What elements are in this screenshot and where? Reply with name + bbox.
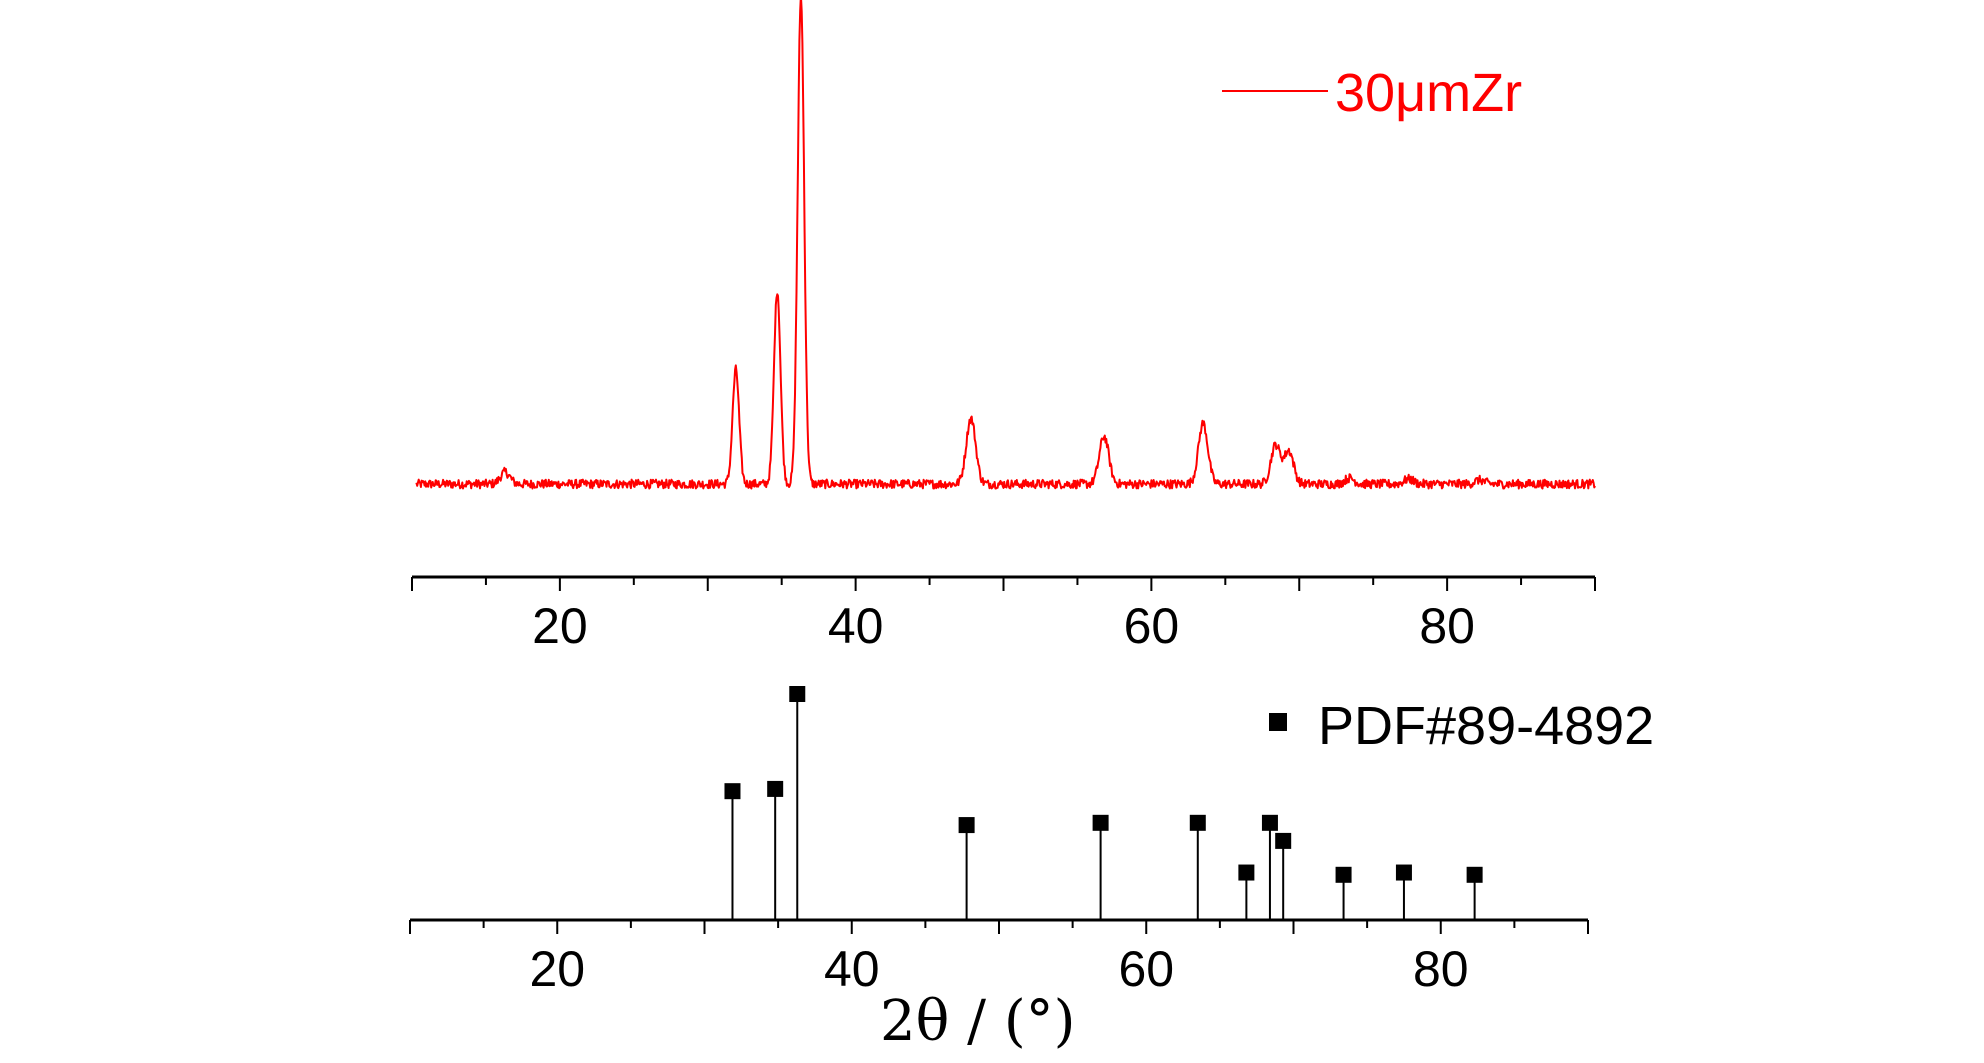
x-axis-label: 2θ / (°) xyxy=(880,989,1076,1054)
legend-label-30umzr: 30μmZr xyxy=(1335,63,1522,123)
reference-marker xyxy=(1275,832,1292,849)
top-x-ticks xyxy=(411,575,1596,591)
reference-marker xyxy=(1189,814,1206,831)
reference-stems xyxy=(724,686,1483,920)
x-tick-label: 40 xyxy=(828,598,884,654)
reference-marker xyxy=(724,783,741,800)
bottom-x-ticks xyxy=(409,918,1589,934)
series-line-30umzr xyxy=(415,0,1596,490)
reference-marker xyxy=(1466,866,1483,883)
reference-marker xyxy=(789,686,806,702)
x-tick-label: 20 xyxy=(529,941,585,997)
legend-top: 30μmZr xyxy=(1222,63,1522,123)
x-tick-label: 60 xyxy=(1118,941,1174,997)
x-tick-label: 60 xyxy=(1124,598,1180,654)
bottom-x-tick-labels: 20 40 60 80 xyxy=(529,941,1468,997)
reference-marker xyxy=(1238,864,1255,881)
x-tick-label: 20 xyxy=(532,598,588,654)
reference-marker xyxy=(767,780,784,797)
reference-marker xyxy=(1335,866,1352,883)
x-tick-label: 80 xyxy=(1413,941,1469,997)
x-tick-label: 80 xyxy=(1419,598,1475,654)
reference-marker xyxy=(1261,814,1278,831)
legend-swatch-pdf xyxy=(1269,713,1287,731)
xrd-pattern-panel: 20 40 60 80 30μmZr xyxy=(411,0,1596,654)
reference-marker xyxy=(1092,814,1109,831)
reference-pattern-panel: 20 40 60 80 PDF#89-4892 2θ / (°) xyxy=(409,686,1654,1054)
top-x-tick-labels: 20 40 60 80 xyxy=(532,598,1475,654)
legend-bottom: PDF#89-4892 xyxy=(1269,696,1654,756)
reference-marker xyxy=(958,817,975,834)
x-tick-label: 40 xyxy=(824,941,880,997)
reference-marker xyxy=(1395,864,1412,881)
legend-label-pdf: PDF#89-4892 xyxy=(1318,696,1654,756)
